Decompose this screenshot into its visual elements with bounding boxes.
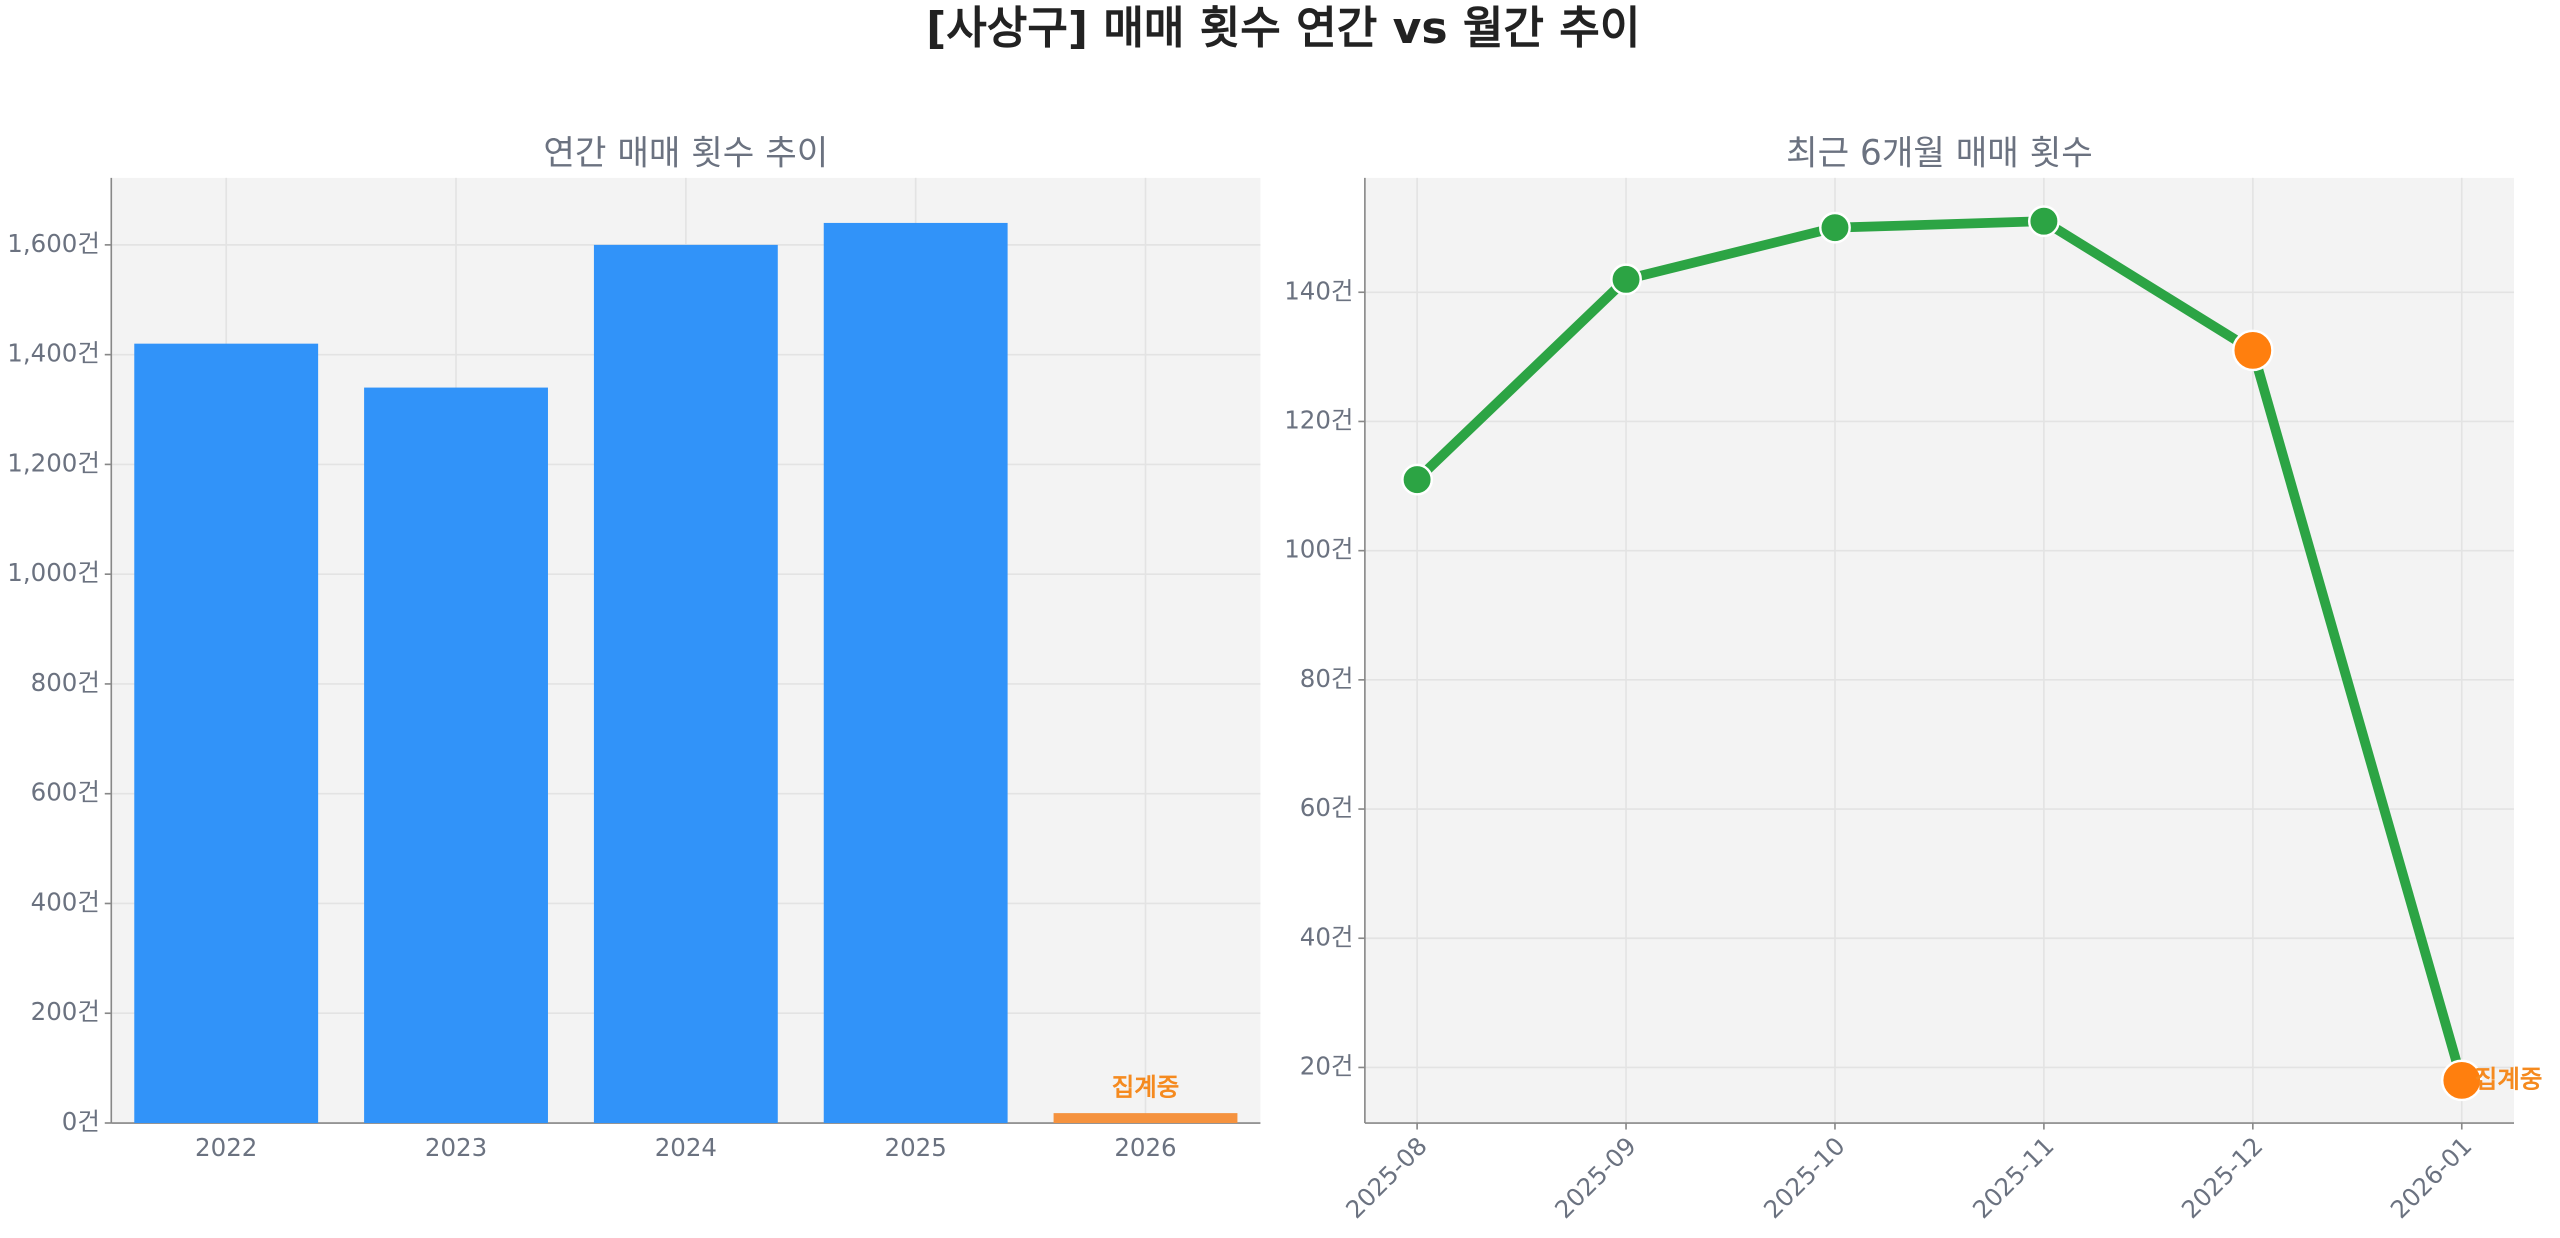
bar bbox=[593, 244, 778, 1124]
x-tick-label: 2025-12 bbox=[2176, 1131, 2269, 1224]
bar bbox=[134, 343, 319, 1124]
y-tick-label: 100건 bbox=[1284, 535, 1353, 564]
x-tick-label: 2022 bbox=[195, 1133, 257, 1162]
chart-title: 연간 매매 횟수 추이 bbox=[543, 134, 828, 174]
y-tick-label: 400건 bbox=[31, 887, 100, 916]
y-tick-label: 20건 bbox=[1300, 1051, 1354, 1080]
y-tick-label: 60건 bbox=[1300, 793, 1354, 822]
line bbox=[1413, 216, 2467, 1082]
marker bbox=[2027, 205, 2060, 238]
y-tick-label: 1,200건 bbox=[7, 448, 100, 477]
plot-area bbox=[1364, 177, 2514, 1124]
x-tick-label: 2026 bbox=[1114, 1133, 1176, 1162]
marker bbox=[2440, 1059, 2483, 1102]
bar bbox=[1053, 1113, 1238, 1124]
y-tick-label: 140건 bbox=[1284, 276, 1353, 305]
annotation: 집계중 bbox=[2475, 1064, 2543, 1093]
bar bbox=[364, 387, 548, 1124]
y-tick-label: 800건 bbox=[31, 668, 100, 697]
annotation: 집계중 bbox=[1112, 1073, 1180, 1102]
x-tick-label: 2023 bbox=[425, 1133, 487, 1162]
bar bbox=[823, 222, 1008, 1124]
x-tick-label: 2026-01 bbox=[2385, 1131, 2478, 1224]
figure-title: [사상구] 매매 횟수 연간 vs 월간 추이 bbox=[926, 3, 1640, 54]
x-tick-label: 2025-08 bbox=[1340, 1131, 1433, 1224]
marker bbox=[1610, 263, 1642, 296]
marker bbox=[1401, 463, 1434, 496]
y-tick-label: 600건 bbox=[31, 778, 100, 807]
y-tick-label: 1,000건 bbox=[7, 558, 100, 587]
x-tick-label: 2025-11 bbox=[1967, 1131, 2060, 1224]
x-tick-label: 2025 bbox=[885, 1133, 947, 1162]
chart-title: 최근 6개월 매매 횟수 bbox=[1786, 134, 2093, 174]
marker bbox=[2232, 329, 2274, 372]
y-tick-label: 1,600건 bbox=[7, 229, 100, 258]
y-tick-label: 1,400건 bbox=[7, 339, 100, 368]
x-tick-label: 2025-09 bbox=[1549, 1131, 1642, 1224]
x-tick-label: 2025-10 bbox=[1758, 1131, 1851, 1224]
y-tick-label: 200건 bbox=[31, 997, 100, 1026]
y-tick-label: 0건 bbox=[62, 1107, 100, 1136]
y-tick-label: 80건 bbox=[1300, 664, 1354, 693]
marker bbox=[1819, 211, 1851, 244]
y-tick-label: 40건 bbox=[1300, 922, 1354, 951]
x-tick-label: 2024 bbox=[655, 1133, 717, 1162]
y-tick-label: 120건 bbox=[1284, 405, 1353, 434]
